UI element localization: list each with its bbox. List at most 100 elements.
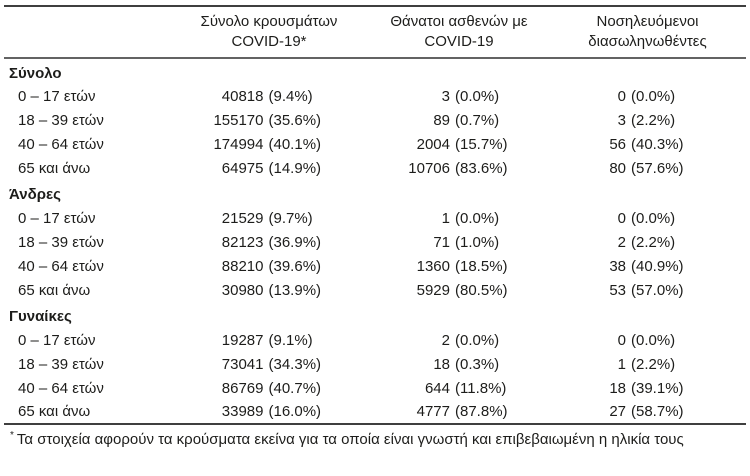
deaths-pct: (15.7%) xyxy=(455,135,508,153)
cases-pct: (39.6%) xyxy=(268,257,322,275)
cases-pct: (16.0%) xyxy=(268,403,322,420)
deaths-pct: (0.0%) xyxy=(455,331,500,349)
cases-pct: (9.7%) xyxy=(268,209,313,227)
header-deaths-line2: COVID-19 xyxy=(424,33,494,50)
table-row: 18 – 39 ετών 82123 (36.9%) 71 (1.0%) 2 (2.2… xyxy=(4,230,746,254)
intubated-cell: 80 (57.6%) xyxy=(549,156,746,180)
deaths-value: 4777 xyxy=(416,403,450,420)
row-label: 0 – 17 ετών xyxy=(18,331,96,349)
cases-value: 174994 xyxy=(213,135,264,153)
intubated-cell: 1 (2.2%) xyxy=(549,352,746,376)
row-label: 18 – 39 ετών xyxy=(18,355,104,373)
intubated-cell: 0 (0.0%) xyxy=(549,206,746,230)
intubated-pct: (57.0%) xyxy=(631,281,684,299)
intubated-value: 3 xyxy=(617,111,626,129)
cases-value: 19287 xyxy=(221,331,264,349)
cases-cell: 19287 (9.1%) xyxy=(169,328,369,352)
deaths-pct: (1.0%) xyxy=(455,233,500,251)
intubated-pct: (40.3%) xyxy=(631,135,684,153)
row-label: 40 – 64 ετών xyxy=(18,135,104,153)
cases-cell: 40818 (9.4%) xyxy=(169,84,369,108)
cases-pct: (40.1%) xyxy=(268,135,322,153)
cases-value: 33989 xyxy=(221,403,264,420)
cases-pct: (14.9%) xyxy=(268,159,322,177)
intubated-value: 2 xyxy=(617,233,626,251)
deaths-cell: 3 (0.0%) xyxy=(369,84,549,108)
intubated-cell: 56 (40.3%) xyxy=(549,132,746,156)
intubated-pct: (39.1%) xyxy=(631,379,684,397)
header-deaths-line1: Θάνατοι ασθενών με xyxy=(390,13,528,30)
row-label: 65 και άνω xyxy=(4,400,169,425)
table-row: 18 – 39 ετών 73041 (34.3%) 18 (0.3%) 1 (2.2… xyxy=(4,352,746,376)
deaths-value: 1 xyxy=(441,209,450,227)
cases-cell: 155170 (35.6%) xyxy=(169,108,369,132)
cases-value: 30980 xyxy=(221,281,264,299)
section-label: Άνδρες xyxy=(9,186,61,203)
deaths-value: 1360 xyxy=(416,257,450,275)
deaths-cell: 2 (0.0%) xyxy=(369,328,549,352)
intubated-cell: 18 (39.1%) xyxy=(549,376,746,400)
intubated-value: 56 xyxy=(609,135,626,153)
footnote-text: Τα στοιχεία αφορούν τα κρούσματα εκείνα … xyxy=(16,431,684,448)
cases-cell: 30980 (13.9%) xyxy=(169,278,369,302)
cases-cell: 64975 (14.9%) xyxy=(169,156,369,180)
table-row: 65 και άνω 64975 (14.9%) 10706 (83.6%) 80 (… xyxy=(4,156,746,180)
cases-pct: (9.4%) xyxy=(268,87,313,105)
deaths-cell: 2004 (15.7%) xyxy=(369,132,549,156)
row-label: 65 και άνω xyxy=(18,159,91,177)
cases-cell: 33989 (16.0%) xyxy=(169,400,369,425)
intubated-value: 38 xyxy=(609,257,626,275)
deaths-pct: (0.3%) xyxy=(455,355,500,373)
cases-value: 40818 xyxy=(221,87,264,105)
table-row: 40 – 64 ετών 88210 (39.6%) 1360 (18.5%) 38… xyxy=(4,254,746,278)
cases-pct: (34.3%) xyxy=(268,355,322,373)
intubated-value: 1 xyxy=(617,355,626,373)
deaths-cell: 4777 (87.8%) xyxy=(369,400,549,425)
table-row: 0 – 17 ετών 40818 (9.4%) 3 (0.0%) 0 (0.0%) xyxy=(4,84,746,108)
deaths-cell: 10706 (83.6%) xyxy=(369,156,549,180)
deaths-pct: (83.6%) xyxy=(455,159,508,177)
intubated-cell: 3 (2.2%) xyxy=(549,108,746,132)
intubated-value: 53 xyxy=(609,281,626,299)
section-spacer xyxy=(169,302,746,328)
section-row-women: Γυναίκες xyxy=(4,302,746,328)
deaths-pct: (0.0%) xyxy=(455,87,500,105)
intubated-pct: (2.2%) xyxy=(631,233,676,251)
intubated-cell: 27 (58.7%) xyxy=(549,400,746,425)
deaths-value: 5929 xyxy=(416,281,450,299)
header-intubated: Νοσηλευόμενοι διασωληνωθέντες xyxy=(549,6,746,59)
deaths-value: 3 xyxy=(441,87,450,105)
intubated-pct: (0.0%) xyxy=(631,209,676,227)
intubated-pct: (0.0%) xyxy=(631,87,676,105)
intubated-value: 18 xyxy=(609,379,626,397)
deaths-pct: (87.8%) xyxy=(455,403,508,420)
deaths-pct: (18.5%) xyxy=(455,257,508,275)
intubated-value: 0 xyxy=(617,331,626,349)
deaths-cell: 1360 (18.5%) xyxy=(369,254,549,278)
section-row-total: Σύνολο xyxy=(4,58,746,84)
deaths-cell: 644 (11.8%) xyxy=(369,376,549,400)
cases-cell: 86769 (40.7%) xyxy=(169,376,369,400)
row-label: 65 και άνω xyxy=(18,281,91,299)
row-label: 18 – 39 ετών xyxy=(18,111,104,129)
cases-value: 21529 xyxy=(221,209,264,227)
cases-pct: (40.7%) xyxy=(268,379,322,397)
deaths-cell: 5929 (80.5%) xyxy=(369,278,549,302)
cases-value: 88210 xyxy=(221,257,264,275)
header-deaths: Θάνατοι ασθενών με COVID-19 xyxy=(369,6,549,59)
table-row: 18 – 39 ετών 155170 (35.6%) 89 (0.7%) 3 (2.… xyxy=(4,108,746,132)
section-spacer xyxy=(169,58,746,84)
intubated-pct: (0.0%) xyxy=(631,331,676,349)
cases-value: 86769 xyxy=(221,379,264,397)
intubated-pct: (2.2%) xyxy=(631,111,676,129)
header-cases-line2: COVID-19* xyxy=(231,33,307,50)
intubated-value: 80 xyxy=(609,159,626,177)
cases-cell: 82123 (36.9%) xyxy=(169,230,369,254)
deaths-cell: 1 (0.0%) xyxy=(369,206,549,230)
deaths-value: 18 xyxy=(433,355,450,373)
intubated-cell: 38 (40.9%) xyxy=(549,254,746,278)
table-row: 65 και άνω 30980 (13.9%) 5929 (80.5%) 53 (5… xyxy=(4,278,746,302)
deaths-cell: 18 (0.3%) xyxy=(369,352,549,376)
cases-value: 64975 xyxy=(221,159,264,177)
footnote: * Τα στοιχεία αφορούν τα κρούσματα εκείνα… xyxy=(10,430,746,448)
